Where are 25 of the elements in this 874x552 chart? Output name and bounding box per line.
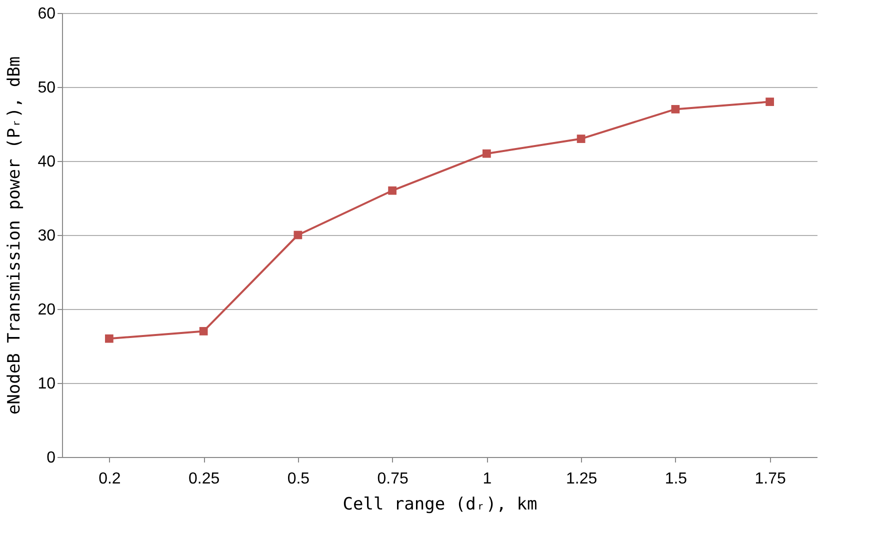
x-tick-label: 1 — [482, 470, 492, 488]
y-tick-label: 60 — [38, 6, 56, 22]
x-tick-label: 1.25 — [566, 470, 598, 488]
x-axis-title: Cell range (dᵣ), km — [342, 494, 538, 514]
y-tick-label: 10 — [38, 376, 56, 392]
y-tick-label: 30 — [38, 228, 56, 244]
point — [294, 230, 302, 240]
y-axis-title: eNodeB Transmission power (Pᵣ), dBm — [4, 56, 25, 415]
x-tick-label: 0.5 — [287, 470, 310, 488]
point — [482, 149, 491, 158]
x-tick-label: 0.75 — [377, 470, 408, 488]
x-tick-label: 0.25 — [188, 470, 220, 488]
x-tick-label: 1.75 — [754, 470, 786, 488]
point — [671, 105, 680, 114]
x-tick-label: 0.2 — [98, 470, 121, 488]
point — [576, 134, 586, 143]
y-tick-label: 40 — [38, 154, 56, 170]
y-tick-label: 50 — [38, 80, 56, 96]
y-tick-label: 0 — [46, 450, 56, 466]
point — [388, 186, 396, 195]
point — [105, 334, 114, 343]
point — [199, 327, 208, 336]
point — [766, 98, 774, 106]
y-tick-label: 20 — [38, 302, 56, 318]
x-tick-label: 1.5 — [664, 470, 688, 488]
